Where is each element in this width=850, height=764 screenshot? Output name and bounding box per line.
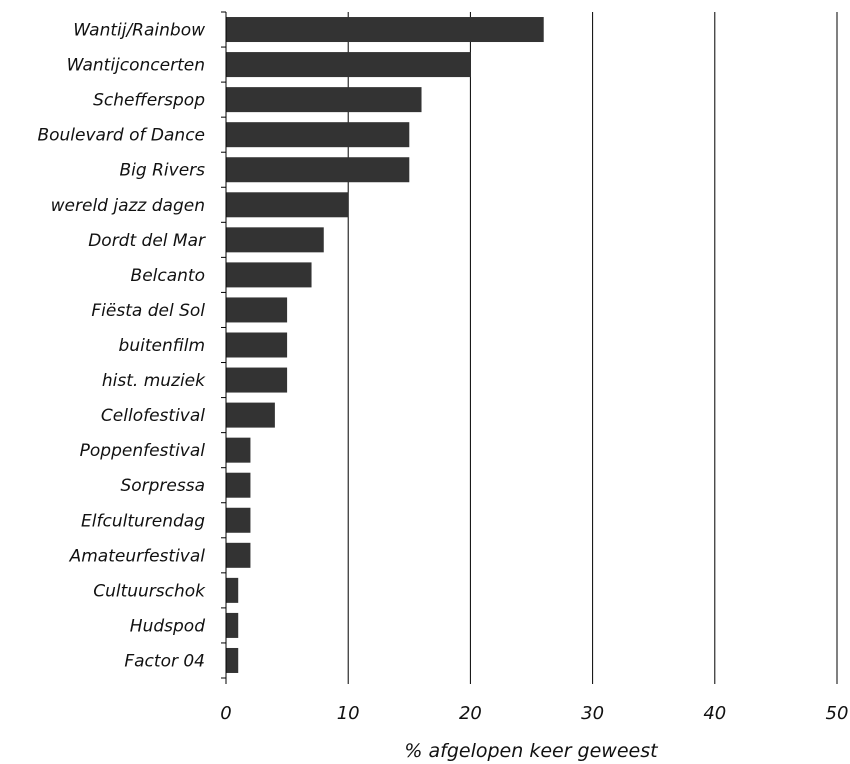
bar-3 [226,122,410,148]
x-tick-label-10: 10 [337,703,360,724]
x-tick-label-0: 0 [220,703,231,724]
bar-6 [226,227,324,253]
bar-13 [226,472,251,498]
category-label-18: Factor 04 [124,651,205,671]
category-labels: Wantij/Rainbow Wantijconcerten Schefferspo… [37,21,206,672]
bar-15 [226,542,251,568]
x-tick-label-20: 20 [459,703,482,724]
bar-12 [226,437,251,463]
bar-10 [226,367,288,393]
category-label-12: Poppenfestival [80,441,206,461]
category-label-15: Amateurfestival [69,546,206,566]
x-tick-labels: 0 10 20 30 40 50 [220,703,848,724]
category-label-11: Cellofestival [101,406,205,426]
category-label-16: Cultuurschok [93,581,206,601]
category-label-0: Wantij/Rainbow [73,21,205,41]
category-label-2: Schefferspop [93,91,205,111]
category-label-1: Wantijconcerten [67,56,205,76]
bar-2 [226,87,422,113]
axes [221,11,838,684]
category-label-14: Elfculturendag [81,511,205,531]
bar-7 [226,262,312,288]
gridlines [347,12,838,678]
category-label-9: buitenfilm [119,336,205,356]
bars [226,17,544,673]
bar-0 [226,17,544,43]
category-label-17: Hudspod [130,616,205,636]
bar-1 [226,52,471,78]
bar-11 [226,402,275,428]
bar-16 [226,577,239,603]
category-label-6: Dordt del Mar [88,231,206,251]
category-label-13: Sorpressa [120,476,205,496]
bar-14 [226,507,251,533]
bar-9 [226,332,288,358]
category-label-3: Boulevard of Dance [37,126,205,146]
category-label-5: wereld jazz dagen [51,196,205,216]
bar-4 [226,157,410,183]
x-tick-label-40: 40 [703,703,726,724]
category-label-4: Big Rivers [120,161,206,181]
x-tick-label-30: 30 [581,703,604,724]
bar-8 [226,297,288,323]
category-label-7: Belcanto [131,266,205,286]
bar-17 [226,612,239,638]
x-axis-title: % afgelopen keer geweest [404,740,659,762]
bar-5 [226,192,349,218]
category-label-10: hist. muziek [102,371,206,391]
bar-18 [226,647,239,673]
x-tick-label-50: 50 [826,703,849,724]
category-label-8: Fiësta del Sol [91,301,205,321]
